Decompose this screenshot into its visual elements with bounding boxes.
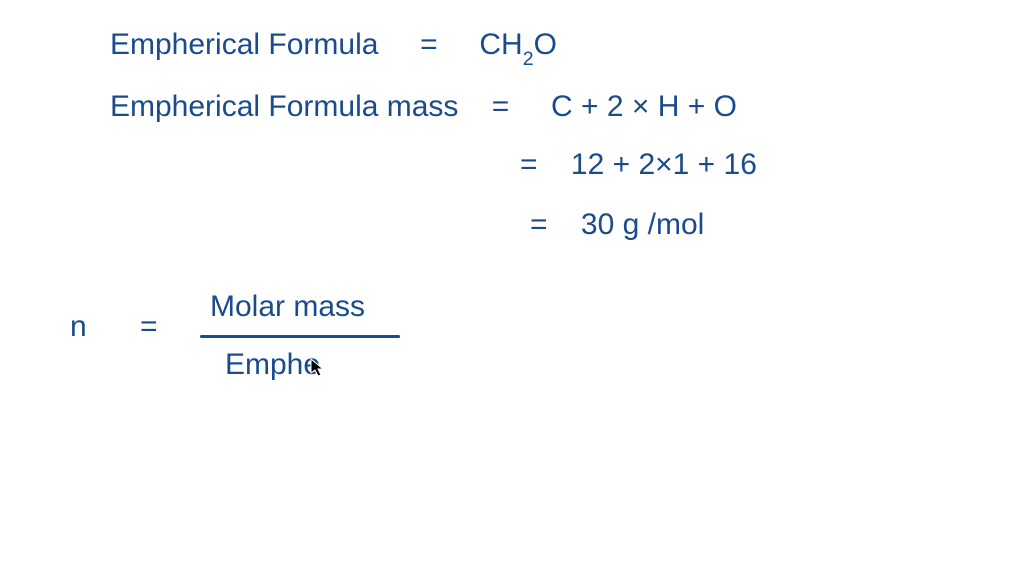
formula-ch: CH — [479, 28, 522, 61]
empirical-mass-calc: 12 + 2×1 + 16 — [571, 148, 757, 181]
formula-sub-2: 2 — [523, 48, 534, 70]
fraction-denominator: Emphe — [225, 348, 320, 382]
equals-sign: = — [420, 28, 438, 61]
fraction-numerator: Molar mass — [210, 290, 365, 324]
equals-sign: = — [140, 310, 158, 344]
empirical-mass-label: Empherical Formula mass — [110, 90, 458, 123]
formula-o: O — [534, 28, 557, 61]
empirical-mass-calc-line: = 12 + 2×1 + 16 — [520, 148, 757, 182]
equals-sign: = — [492, 90, 510, 123]
equals-sign: = — [520, 148, 538, 181]
fraction-bar — [200, 335, 400, 338]
empirical-mass-result: 30 g /mol — [581, 208, 704, 241]
empirical-mass-line: Empherical Formula mass = C + 2 × H + O — [110, 90, 737, 124]
n-variable: n — [70, 310, 87, 344]
empirical-formula-label: Empherical Formula — [110, 28, 378, 61]
cursor-icon — [310, 358, 326, 383]
equals-sign: = — [530, 208, 548, 241]
empirical-mass-result-line: = 30 g /mol — [530, 208, 704, 242]
empirical-formula-line: Empherical Formula = CH2O — [110, 28, 557, 67]
empirical-mass-expr: C + 2 × H + O — [551, 90, 737, 123]
